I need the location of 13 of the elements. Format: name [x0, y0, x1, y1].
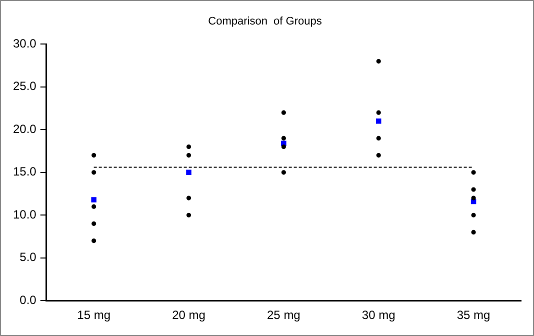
y-tick-label: 10.0 [12, 207, 37, 222]
y-tick-label: 30.0 [12, 36, 37, 51]
x-tick-label: 20 mg [172, 308, 206, 322]
x-tick-label: 15 mg [77, 308, 110, 322]
y-tick-label: 0.0 [20, 292, 37, 307]
y-tick-label: 20.0 [12, 122, 37, 136]
x-tick-label: 30 mg [362, 308, 396, 322]
x-tick-label: 35 mg [456, 308, 490, 322]
y-tick-label: 15.0 [12, 164, 37, 179]
x-tick-label: 25 mg [267, 308, 300, 322]
chart-title: Comparison of Groups [208, 16, 322, 28]
y-tick-label: 25.0 [12, 79, 37, 94]
y-tick-label: 5.0 [20, 250, 37, 264]
